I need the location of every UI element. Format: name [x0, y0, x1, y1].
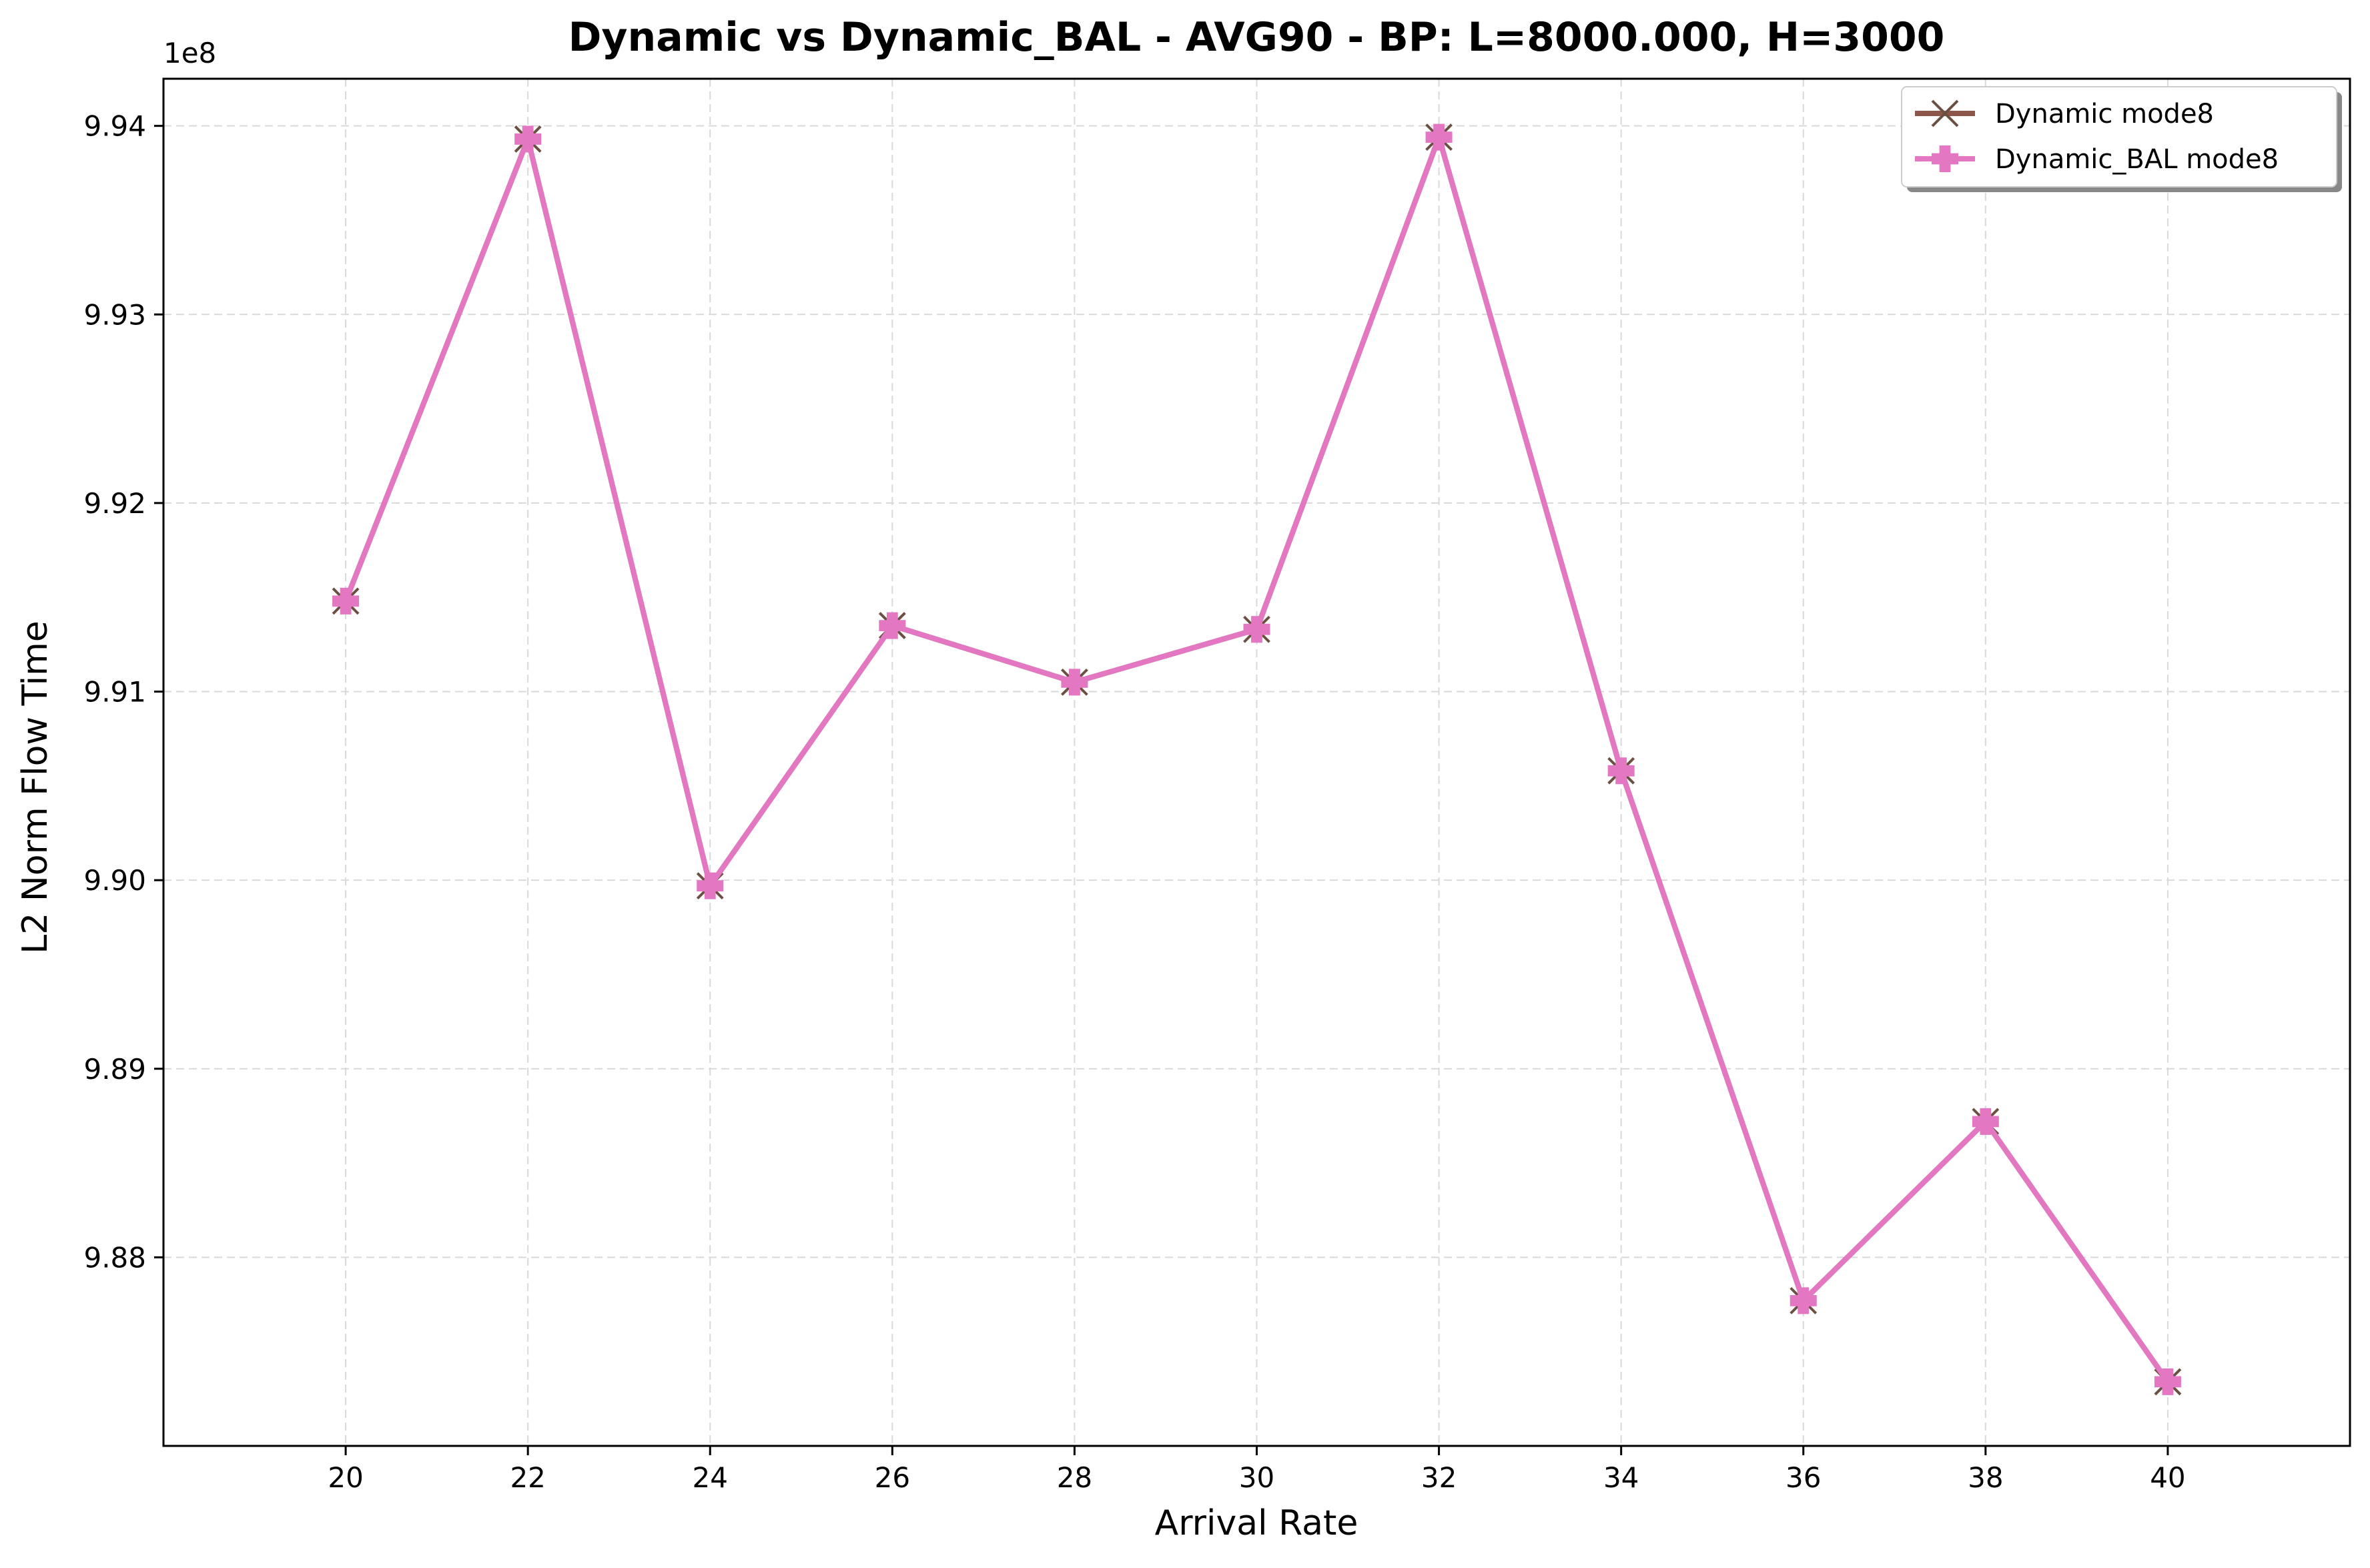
x-tick-label: 22	[510, 1461, 545, 1494]
x-axis-label: Arrival Rate	[1155, 1503, 1358, 1543]
data-point	[879, 612, 906, 639]
data-point	[2154, 1368, 2181, 1395]
x-tick-label: 36	[1786, 1461, 1821, 1494]
y-tick-label: 9.93	[83, 298, 146, 331]
x-tick-label: 38	[1968, 1461, 2003, 1494]
data-point	[1607, 757, 1635, 785]
y-axis-offset-label: 1e8	[163, 37, 216, 69]
x-tick-label: 30	[1239, 1461, 1274, 1494]
y-tick-label: 9.94	[83, 110, 146, 143]
y-tick-label: 9.90	[83, 864, 146, 897]
y-tick-label: 9.89	[83, 1053, 146, 1086]
y-axis-label: L2 Norm Flow Time	[15, 621, 55, 953]
data-point	[1790, 1287, 1817, 1314]
x-tick-label: 20	[328, 1461, 363, 1494]
chart-title: Dynamic vs Dynamic_BAL - AVG90 - BP: L=8…	[568, 14, 1945, 61]
data-point	[1972, 1108, 1999, 1135]
legend-label: Dynamic mode8	[1995, 99, 2214, 129]
legend-box	[1901, 86, 2337, 187]
legend-entry: Dynamic_BAL mode8	[1915, 144, 2279, 175]
x-tick-label: 28	[1057, 1461, 1092, 1494]
series-group	[332, 123, 2182, 1396]
grid	[163, 79, 2350, 1446]
x-tick-label: 26	[875, 1461, 910, 1494]
x-marker-stroke	[1931, 99, 1959, 127]
data-point	[514, 125, 542, 153]
y-tick-label: 9.88	[83, 1241, 146, 1274]
x-tick-label: 34	[1603, 1461, 1639, 1494]
data-point	[332, 587, 360, 615]
x-tick-label: 24	[693, 1461, 728, 1494]
data-point	[697, 872, 724, 899]
data-point	[1061, 669, 1088, 696]
y-tick-label: 9.91	[83, 676, 146, 709]
legend-marker	[1932, 145, 1958, 172]
x-tick-label: 40	[2150, 1461, 2185, 1494]
series-2	[332, 123, 2181, 1395]
y-tick-label: 9.92	[83, 487, 146, 520]
data-point	[1243, 616, 1270, 643]
data-point	[1425, 123, 1453, 151]
legend-marker	[1931, 99, 1959, 127]
legend-label: Dynamic_BAL mode8	[1995, 144, 2279, 175]
legend: Dynamic mode8 Dynamic_BAL mode8	[1901, 86, 2342, 192]
legend-entry: Dynamic mode8	[1915, 99, 2214, 129]
x-tick-label: 32	[1421, 1461, 1457, 1494]
axis-ticks: 20 22 24 26 28 30 32 34 36 38 40 9.88 9.89 9.90 9.91 9.…	[83, 110, 2185, 1494]
